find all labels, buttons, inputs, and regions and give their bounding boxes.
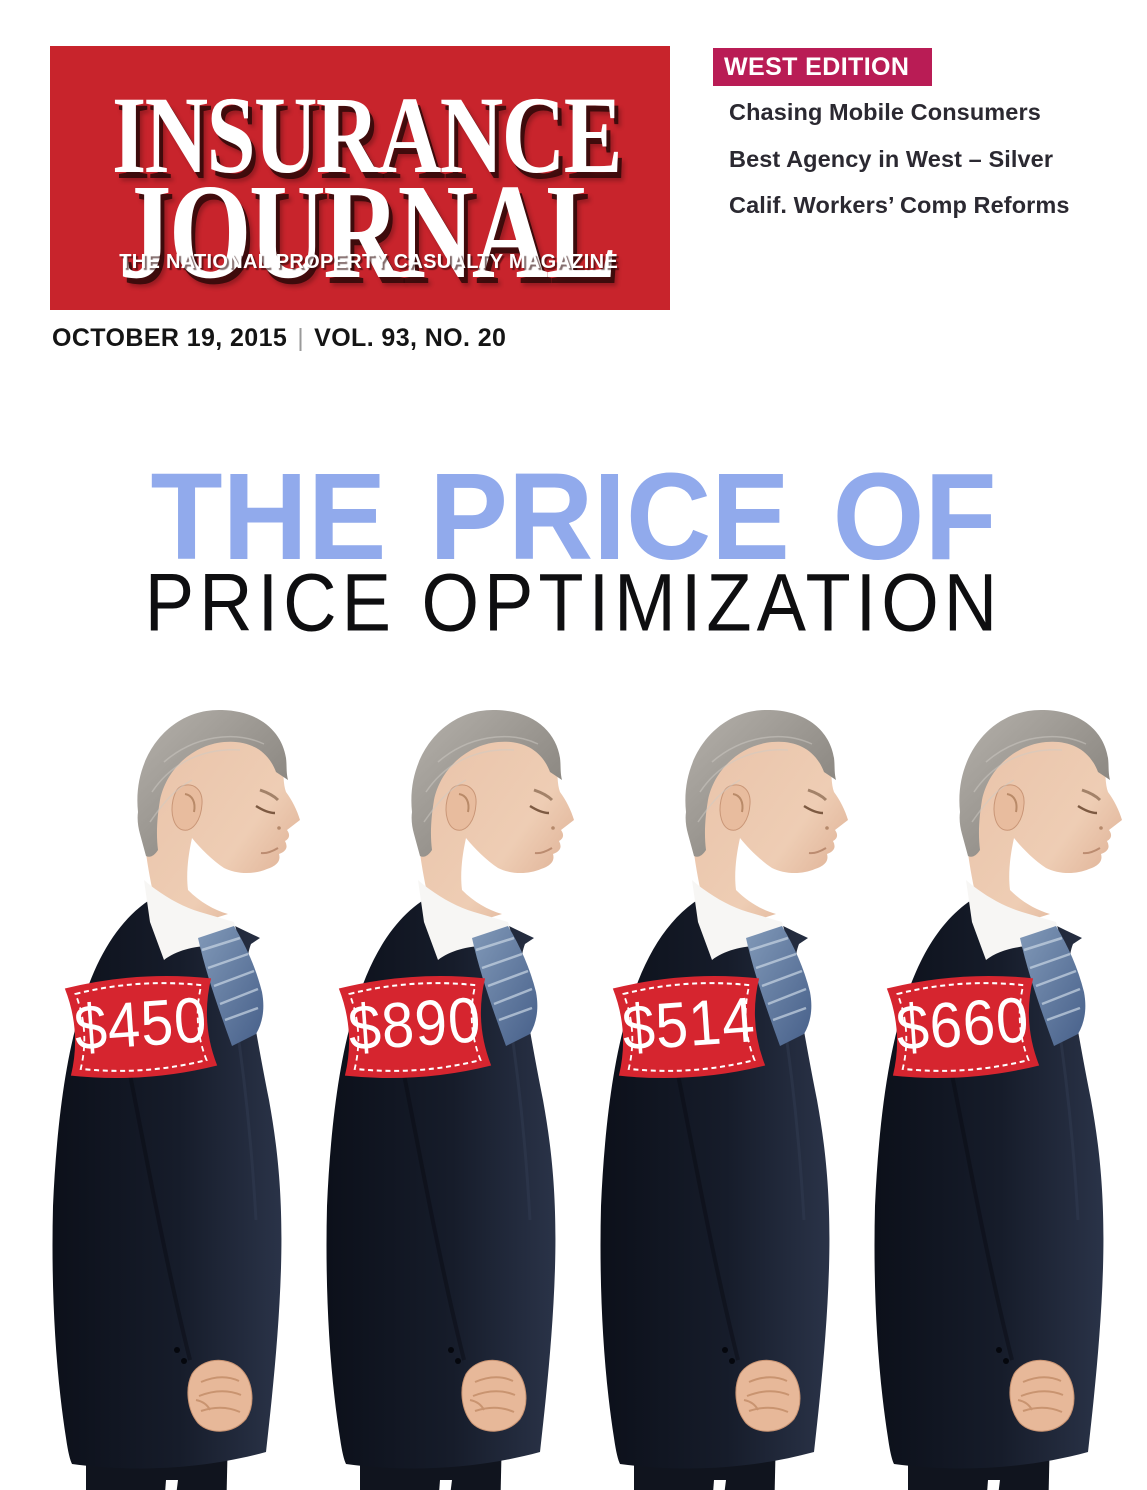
businessman-photo xyxy=(324,707,576,1490)
logo-box: INSURANCE JOURNAL THE NATIONAL PROPERTY … xyxy=(50,46,670,310)
price-tag-badge xyxy=(338,975,492,1079)
price-tag-4: $660 xyxy=(874,962,1052,1092)
logo-title-line2: JOURNAL xyxy=(118,157,617,307)
issue-volume: VOL. 93, NO. 20 xyxy=(314,324,507,352)
price-tag-3: $514 xyxy=(600,962,778,1092)
businessman-figure-4: $660 xyxy=(842,700,1142,1490)
price-tag-value: $890 xyxy=(345,983,484,1065)
price-tag-badge xyxy=(64,975,218,1079)
businessman-photo xyxy=(598,707,850,1490)
cover-title-line1: THE PRICE OF xyxy=(150,447,997,587)
price-tag-badge xyxy=(886,975,1040,1079)
price-tag-2: $890 xyxy=(326,962,504,1092)
businessman-figure-2: $890 xyxy=(294,700,594,1490)
logo-tagline: THE NATIONAL PROPERTY CASUALTY MAGAZINE xyxy=(119,251,618,273)
price-tag-1: $450 xyxy=(52,962,230,1092)
issue-date: OCTOBER 19, 2015 xyxy=(52,324,288,352)
price-tag-value: $660 xyxy=(893,983,1032,1065)
businessman-photo xyxy=(872,707,1124,1490)
price-tag-badge xyxy=(612,975,766,1079)
businessman-photo xyxy=(50,707,303,1490)
businessman-figure-3: $514 xyxy=(568,700,868,1490)
price-tag-value: $514 xyxy=(619,983,758,1065)
issue-dateline: OCTOBER 19, 2015 | VOL. 93, NO. 20 xyxy=(52,324,506,353)
headline-list: Chasing Mobile Consumers Best Agency in … xyxy=(729,99,1070,241)
edition-banner: WEST EDITION xyxy=(713,48,932,86)
dateline-separator: | xyxy=(297,324,305,352)
headline-best-agency-in-west: Best Agency in West – Silver xyxy=(729,145,1054,172)
headline-calif-workers-comp: Calif. Workers’ Comp Reforms xyxy=(729,192,1070,218)
businessman-figure-1: $450 xyxy=(20,700,320,1490)
headline-chasing-mobile-consumers: Chasing Mobile Consumers xyxy=(729,99,1041,125)
cover-title-line2: PRICE OPTIMIZATION xyxy=(144,556,1003,649)
price-tag-value: $450 xyxy=(71,983,210,1065)
logo-title-line1: INSURANCE xyxy=(112,74,622,196)
